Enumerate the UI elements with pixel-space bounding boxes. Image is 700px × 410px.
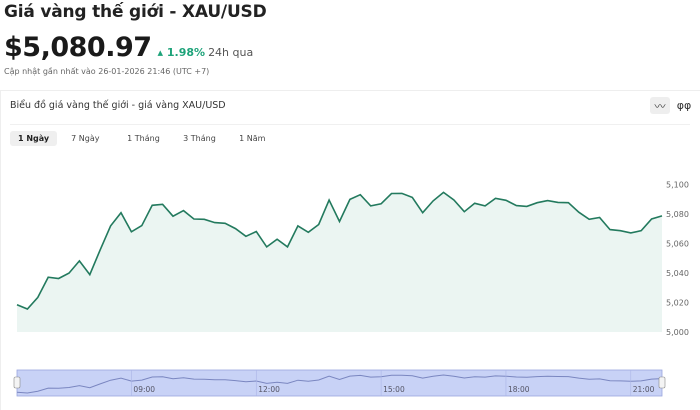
x-tick-label: 18:00	[508, 385, 530, 394]
y-tick-label: 5,080	[666, 210, 689, 219]
navigator-handle-left[interactable]	[13, 376, 21, 389]
arrow-up-icon: ▴	[157, 46, 167, 59]
candlestick-icon[interactable]: φφ	[676, 99, 692, 112]
current-price: $5,080.97	[4, 32, 152, 63]
y-tick-label: 5,020	[666, 299, 689, 308]
last-updated: Cập nhật gần nhất vào 26-01-2026 21:46 (…	[4, 67, 210, 76]
chart-card	[0, 90, 700, 410]
tab-3[interactable]: 3 Tháng	[183, 134, 216, 143]
navigator[interactable]	[16, 369, 663, 397]
price-change: ▴ 1.98% 24h qua	[158, 46, 254, 60]
y-tick-label: 5,100	[666, 181, 689, 190]
x-tick-label: 21:00	[633, 385, 655, 394]
x-tick-label: 09:00	[133, 385, 155, 394]
chart-title: Biểu đồ giá vàng thế giới - giá vàng XAU…	[10, 100, 226, 111]
price-chart: 5,000 5,020 5,040 5,060 5,080 5,100 09:00 12:00…	[13, 181, 689, 397]
change-percent: 1.98%	[166, 46, 206, 59]
y-tick-label: 5,040	[666, 269, 689, 278]
y-tick-label: 5,000	[666, 328, 689, 337]
change-period: 24h qua	[208, 46, 254, 59]
x-tick-label: 15:00	[383, 385, 405, 394]
tab-0[interactable]: 1 Ngày	[10, 131, 58, 146]
page-title: Giá vàng thế giới - XAU/USD	[4, 2, 267, 22]
line-chart-icon[interactable]: 〰	[650, 97, 670, 114]
price-line	[16, 191, 663, 310]
price-row: $5,080.97 ▴ 1.98% 24h qua	[4, 32, 253, 63]
x-tick-label: 12:00	[258, 385, 280, 394]
tab-1[interactable]: 7 Ngày	[71, 134, 100, 143]
price-area	[17, 192, 662, 332]
tab-2[interactable]: 1 Tháng	[127, 134, 160, 143]
tab-4[interactable]: 1 Năm	[239, 134, 266, 143]
navigator-line	[16, 374, 663, 394]
y-tick-label: 5,060	[666, 240, 689, 249]
navigator-handle-right[interactable]	[658, 376, 666, 389]
